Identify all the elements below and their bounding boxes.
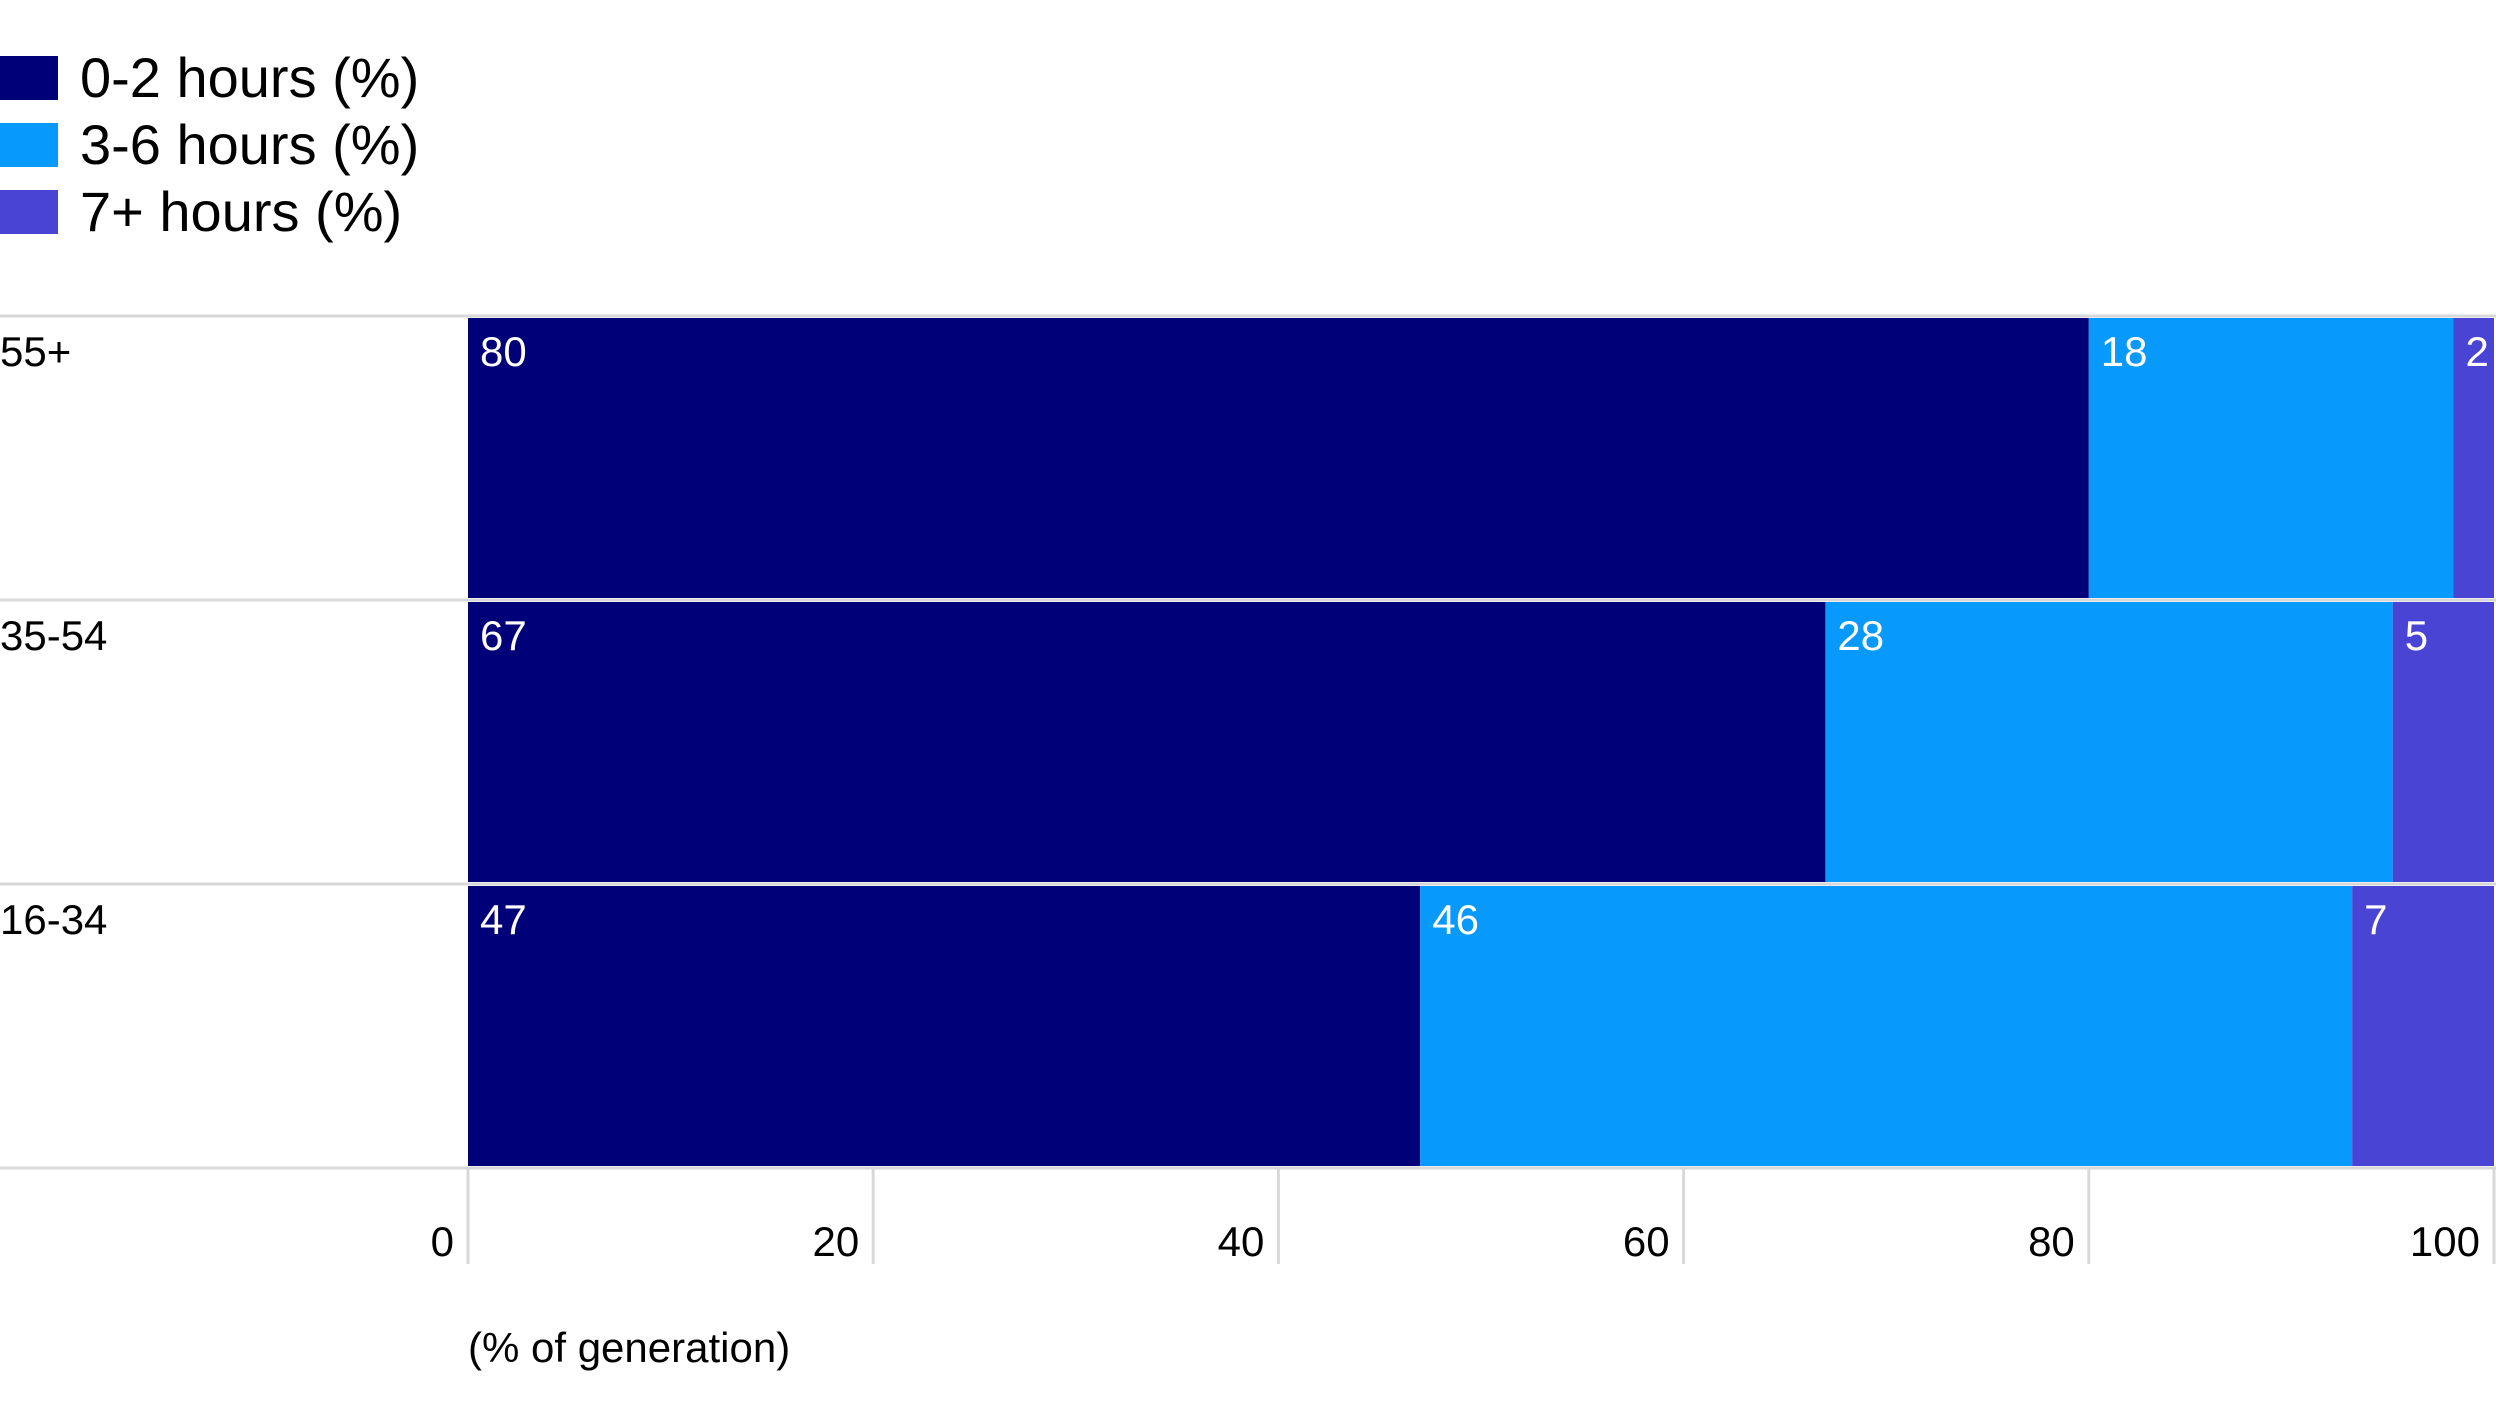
x-tick-label: 80 xyxy=(2028,1218,2075,1265)
label-layer: 55+ 80 18 2 35-54 67 28 5 16-34 47 46 7 0 20 40 60 80 100 xyxy=(0,328,2489,1265)
bar-segment xyxy=(2352,886,2494,1166)
data-label: 46 xyxy=(1432,896,1479,943)
legend-swatch xyxy=(0,55,58,100)
bar-segment xyxy=(1420,886,2353,1166)
data-label: 28 xyxy=(1837,612,1884,659)
bar-segment xyxy=(468,602,1826,882)
legend-item: 0-2 hours (%) xyxy=(0,44,419,111)
data-label: 67 xyxy=(480,612,527,659)
x-tick-label: 0 xyxy=(431,1218,454,1265)
category-label: 35-54 xyxy=(0,612,107,659)
legend-swatch xyxy=(0,122,58,167)
legend-label: 7+ hours (%) xyxy=(80,179,403,243)
legend: 0-2 hours (%) 3-6 hours (%) 7+ hours (%) xyxy=(0,44,419,245)
legend-item: 7+ hours (%) xyxy=(0,178,419,245)
bar-segment xyxy=(2453,318,2494,598)
legend-label: 3-6 hours (%) xyxy=(80,112,420,176)
bar-layer xyxy=(468,318,2494,1166)
category-label: 16-34 xyxy=(0,896,107,943)
x-axis-label: (% of generation) xyxy=(468,1324,790,1371)
bar-segment xyxy=(468,886,1421,1166)
bar-segment xyxy=(2392,602,2494,882)
x-tick-label: 60 xyxy=(1623,1218,1670,1265)
category-label: 55+ xyxy=(0,328,71,375)
data-label: 2 xyxy=(2465,328,2488,375)
bar-segment xyxy=(2088,318,2454,598)
bar-segment xyxy=(1825,602,2393,882)
legend-swatch xyxy=(0,189,58,234)
legend-item: 3-6 hours (%) xyxy=(0,111,419,178)
x-tick-label: 20 xyxy=(812,1218,859,1265)
x-tick-label: 40 xyxy=(1218,1218,1265,1265)
legend-label: 0-2 hours (%) xyxy=(80,45,420,109)
data-label: 5 xyxy=(2405,612,2428,659)
data-label: 7 xyxy=(2364,896,2387,943)
data-label: 47 xyxy=(480,896,527,943)
grid-layer xyxy=(0,314,2496,1264)
data-label: 18 xyxy=(2101,328,2148,375)
x-tick-label: 100 xyxy=(2410,1218,2480,1265)
data-label: 80 xyxy=(480,328,527,375)
bar-segment xyxy=(468,318,2089,598)
